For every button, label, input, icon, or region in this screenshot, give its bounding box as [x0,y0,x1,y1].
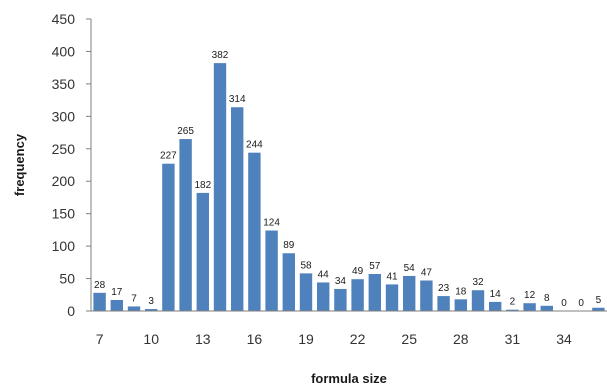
bar [334,288,347,311]
x-tick-label: 34 [556,331,572,347]
data-label: 28 [94,280,106,291]
data-label: 44 [318,269,330,280]
bar [196,192,209,311]
bar [265,230,278,311]
bar [179,139,192,311]
data-label: 5 [596,295,602,306]
data-label: 7 [131,293,137,304]
y-tick-label: 150 [52,206,76,222]
data-label: 3 [148,296,154,307]
x-tick-label: 25 [401,331,417,347]
bar [110,299,123,311]
bar [93,292,106,311]
data-label: 32 [472,277,484,288]
data-label: 12 [524,290,536,301]
y-tick-label: 50 [59,271,75,287]
bar [454,299,467,311]
bar [592,307,605,311]
y-tick-label: 200 [52,173,76,189]
bar [385,284,399,311]
data-label: 124 [263,218,280,229]
data-label: 18 [455,286,467,297]
bar [489,301,502,311]
x-tick-label: 22 [350,331,366,347]
bar [420,280,433,311]
bar [437,296,450,311]
data-label: 57 [369,261,381,272]
bar [506,309,519,311]
x-axis-title: formula size [311,371,387,386]
data-label: 58 [300,260,312,271]
bar [127,306,141,311]
data-label: 0 [578,298,584,309]
x-tick-label: 16 [247,331,263,347]
data-label: 265 [177,126,194,137]
bar [351,279,364,311]
bar [403,275,416,311]
data-label: 2 [510,297,516,308]
y-tick-label: 400 [52,43,76,59]
bar [317,282,330,311]
x-tick-label: 28 [453,331,469,347]
data-label: 17 [111,287,123,298]
data-label: 227 [160,151,177,162]
bar [299,273,313,311]
data-label: 0 [561,298,567,309]
y-tick-label: 100 [52,238,76,254]
data-label: 8 [544,293,550,304]
x-tick-label: 10 [143,331,159,347]
data-label: 47 [421,268,433,279]
data-label: 41 [386,271,398,282]
bar [540,305,553,311]
bar [248,152,261,311]
bar [162,163,175,311]
data-label: 54 [404,263,416,274]
bar [145,309,158,311]
data-label: 89 [283,240,295,251]
data-label: 34 [335,276,347,287]
data-label: 182 [194,180,211,191]
data-label: 314 [229,94,246,105]
bar [523,303,536,311]
bar [282,253,295,311]
y-tick-label: 0 [67,303,75,319]
x-tick-label: 19 [298,331,314,347]
data-label: 14 [490,289,502,300]
y-tick-label: 450 [52,11,76,27]
bar [471,290,485,311]
x-tick-label: 13 [195,331,211,347]
data-label: 382 [212,50,229,61]
y-tick-label: 300 [52,108,76,124]
data-label: 244 [246,140,263,151]
bar [368,274,381,311]
x-tick-label: 31 [505,331,521,347]
y-tick-label: 350 [52,76,76,92]
y-tick-label: 250 [52,141,76,157]
bar [213,63,227,311]
y-axis-title: frequency [12,133,27,196]
data-label: 23 [438,283,450,294]
data-label: 49 [352,266,364,277]
bar [231,107,244,311]
x-tick-label: 7 [96,331,104,347]
